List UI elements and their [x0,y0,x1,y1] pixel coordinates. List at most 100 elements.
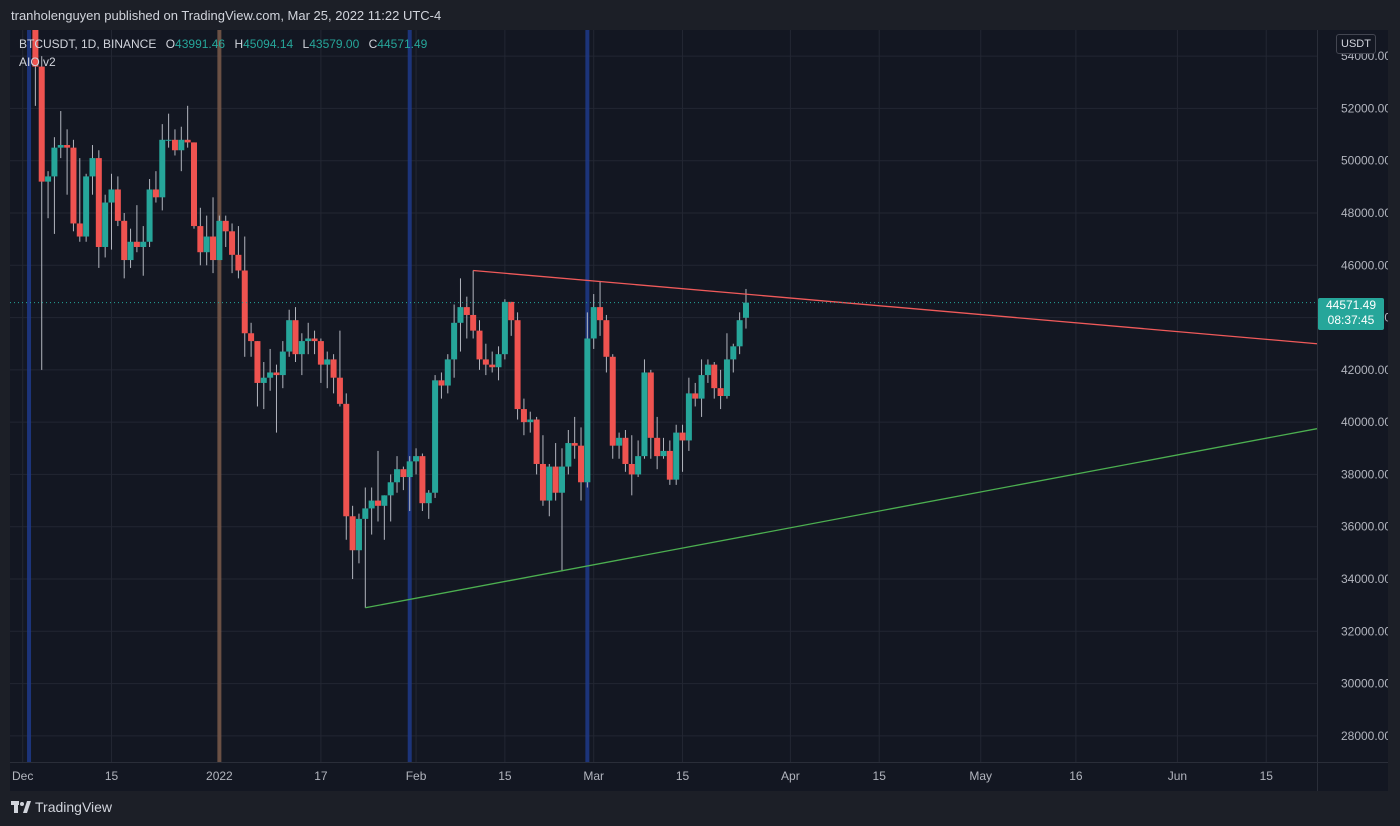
candle [95,150,102,268]
candle [635,440,642,478]
trendlines [10,269,1318,609]
candle [324,351,331,389]
indicator-label[interactable]: AIO v2 [19,55,56,69]
candle [241,236,248,357]
close-label: C [368,37,378,51]
candle [463,296,470,339]
candle [114,176,121,227]
candle-body [730,346,737,360]
resistance-trendline [473,269,1318,345]
candle-body [317,341,324,365]
candle [666,440,673,485]
symbol-name[interactable]: BTCUSDT, 1D, BINANCE [19,37,157,51]
y-tick-label: 52000.00 [1341,101,1388,115]
candle-body [165,139,172,141]
candle [51,137,58,234]
candle-body [286,320,293,352]
candle [368,487,375,535]
candle [197,207,204,266]
price-chart[interactable]: 54000.0052000.0050000.0048000.0046000.00… [10,30,1388,791]
candle-body [343,403,350,517]
candle [552,443,559,501]
candle [222,215,229,247]
candle-body [685,393,692,441]
candle-body [32,30,39,67]
candle [514,312,521,420]
candle [533,416,540,475]
candle [558,448,565,572]
candle [311,330,318,355]
candle [279,341,286,389]
candle-body [171,139,178,151]
candle-body [374,500,381,506]
candle-body [590,307,597,339]
candle-body [273,372,280,376]
high-label: H [234,37,244,51]
vertical-band-blue [27,30,32,762]
candle [89,145,96,195]
x-tick-label: May [969,769,992,783]
candle [730,343,737,373]
candle-body [248,333,255,342]
candle-body [666,450,673,480]
candle-body [400,469,407,478]
candle [590,294,597,349]
candle-body [102,202,109,247]
candle [394,456,401,493]
candle-body [578,445,585,483]
symbol-legend[interactable]: BTCUSDT, 1D, BINANCE O43991.46 H45094.14… [19,37,427,51]
candle-body [444,359,451,386]
candle-body [457,307,464,323]
x-tick-label: Dec [12,769,33,783]
candle-body [489,364,496,368]
candle [527,411,534,433]
vertical-band-blue [407,30,412,762]
candle-body [736,320,743,347]
candle-body [305,338,312,342]
candle-body [438,380,445,386]
candle-body [413,456,420,462]
candle [235,226,242,279]
candle [184,105,191,148]
candle [165,113,172,148]
y-tick-label: 42000.00 [1341,363,1388,377]
chart-area[interactable]: 54000.00 52000.00 50000.00 48000.00 46000.00… [10,30,1388,791]
tradingview-logo[interactable]: TradingView [11,799,112,815]
candle [317,338,324,383]
candle-body [184,139,191,143]
y-tick-label: 30000.00 [1341,677,1388,691]
currency-badge[interactable]: USDT [1336,34,1376,54]
candle [45,171,52,219]
candle [641,359,648,459]
candle [520,398,527,436]
candle [146,179,153,247]
candle [127,228,134,268]
candle-body [717,388,724,396]
candle [400,466,407,491]
candle-body [267,372,274,378]
candle-body [127,241,134,261]
y-tick-label: 34000.00 [1341,572,1388,586]
candle [349,505,356,579]
candle [343,393,350,540]
candle-body [571,443,578,446]
top-bar: tranholenguyen published on TradingView.… [0,0,1400,30]
candle-body [451,322,458,360]
candle [597,280,604,336]
candle-body [495,354,502,368]
candle [692,382,699,407]
candle-body [362,508,369,519]
candle-body [470,314,477,331]
candle-body [482,359,489,365]
candle [248,322,255,357]
candle-body [292,320,299,355]
candle [451,304,458,378]
candle-body [381,495,388,506]
x-tick-label: 15 [1260,769,1274,783]
x-tick-label: 15 [498,769,512,783]
candle-body [628,463,635,475]
candle-body [140,241,147,247]
candle [685,377,692,451]
candle [171,129,178,156]
candle-body [394,469,401,483]
